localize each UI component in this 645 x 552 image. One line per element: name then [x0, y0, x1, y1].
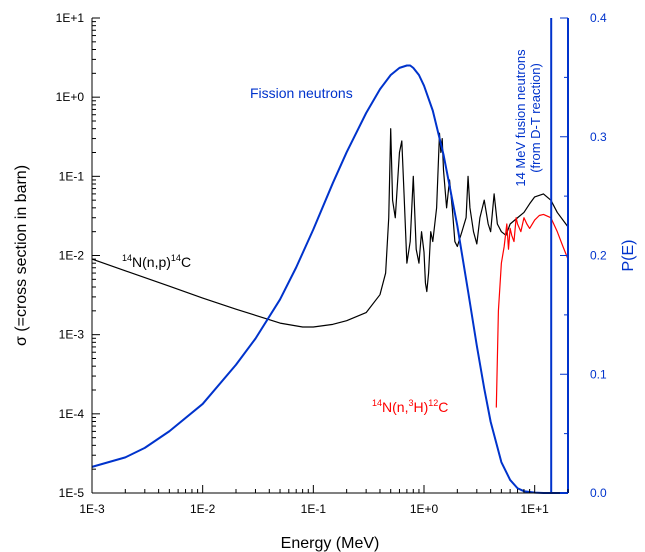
y-left-tick-label: 1E+0: [56, 90, 85, 104]
y-axis-left-title: σ (=cross section in barn): [13, 165, 30, 346]
x-tick-label: 1E+0: [410, 502, 439, 516]
x-tick-label: 1E+1: [521, 502, 550, 516]
fission-neutrons-curve: [91, 64, 568, 494]
label-n3h-sup1: 14: [372, 398, 382, 408]
label-np-sup1: 14: [122, 253, 132, 263]
fusion-reaction-label: (from D-T reaction): [528, 63, 543, 173]
label-n3h-post: C: [438, 399, 448, 415]
x-tick-label: 1E-3: [79, 502, 105, 516]
y-left-tick-label: 1E-2: [59, 249, 85, 263]
x-axis-title: Energy (MeV): [281, 535, 380, 552]
label-n3h-mid1: N(n,: [382, 399, 408, 415]
y-left-tick-label: 1E-5: [59, 486, 85, 500]
y-left-tick-label: 1E-4: [59, 407, 85, 421]
n-3h-cross-section-curve: [495, 213, 569, 408]
y-axis-right-title: P(E): [620, 240, 637, 272]
label-n3h-sup3: 12: [428, 398, 438, 408]
fusion-neutrons-label: 14 MeV fusion neutrons: [513, 49, 528, 187]
y-left-tick-label: 1E-3: [59, 328, 85, 342]
series-label-n-3h: 14N(n,3H)12C: [372, 398, 448, 415]
label-n3h-mid2: H): [413, 399, 428, 415]
y-left-tick-label: 1E-1: [59, 169, 85, 183]
y-right-tick-label: 0.1: [590, 367, 607, 381]
series-label-n-p: 14N(n,p)14C: [122, 253, 191, 270]
label-np-post: C: [181, 254, 191, 270]
y-left-tick-label: 1E+1: [56, 11, 85, 25]
fission-neutrons-label: Fission neutrons: [250, 85, 353, 101]
y-right-tick-label: 0.3: [590, 130, 607, 144]
x-tick-label: 1E-2: [190, 502, 216, 516]
label-np-sup2: 14: [171, 253, 181, 263]
y-right-tick-label: 0.4: [590, 11, 607, 25]
y-right-tick-label: 0.2: [590, 249, 607, 263]
label-n3h-sup2: 3: [408, 398, 413, 408]
n-p-cross-section-curve: [91, 128, 569, 328]
x-tick-label: 1E-1: [301, 502, 327, 516]
label-np-mid1: N(n,p): [132, 254, 171, 270]
y-right-tick-label: 0.0: [590, 486, 607, 500]
